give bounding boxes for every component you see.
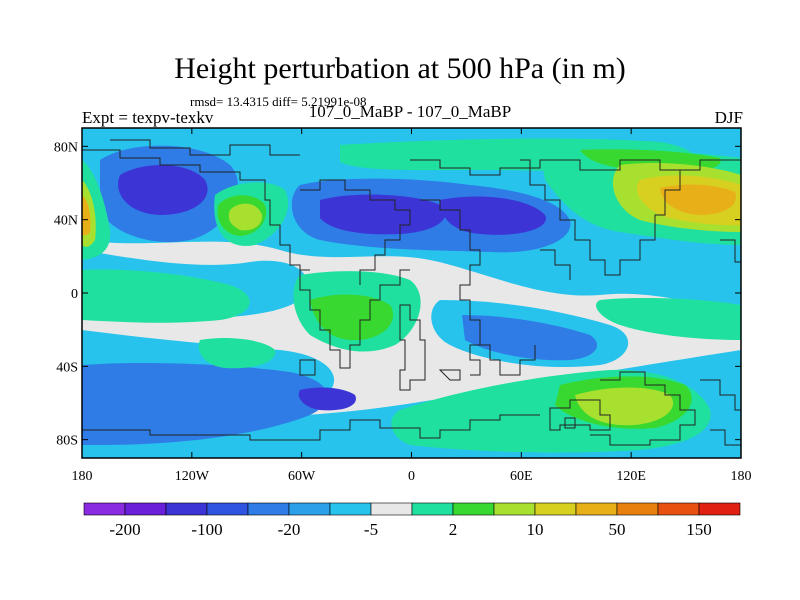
colorbar-swatch xyxy=(206,502,249,516)
latitude-axis: 80N 40N 0 40S 80S xyxy=(54,140,741,449)
lat-tick-label: 40S xyxy=(56,360,78,375)
colorbar-swatch xyxy=(411,502,454,516)
lat-tick-label: 0 xyxy=(71,287,78,302)
land-outlines xyxy=(82,139,741,446)
colorbar-swatch xyxy=(247,502,290,516)
lat-tick-label: 40N xyxy=(54,214,78,229)
lon-tick-label: 120E xyxy=(616,469,646,484)
colorbar-label: 2 xyxy=(449,520,458,539)
colorbar-swatch xyxy=(616,502,659,516)
colorbar-swatch xyxy=(288,502,331,516)
colorbar-label: -5 xyxy=(364,520,378,539)
lon-tick-label: 180 xyxy=(731,469,752,484)
colorbar-swatch xyxy=(698,502,741,516)
lon-tick-label: 60E xyxy=(510,469,533,484)
lat-tick-label: 80S xyxy=(56,434,78,449)
colorbar-swatch xyxy=(493,502,536,516)
colorbar-swatch xyxy=(657,502,700,516)
season-label: DJF xyxy=(714,108,743,127)
colorbar-swatch xyxy=(452,502,495,516)
experiment-label: Expt = texpv-texkv xyxy=(82,108,214,127)
lat-tick-label: 80N xyxy=(54,140,78,155)
colorbar-swatch xyxy=(534,502,577,516)
colorbar-swatch xyxy=(124,502,167,516)
colorbar-label: -100 xyxy=(191,520,222,539)
contour-field xyxy=(82,128,741,458)
colorbar-swatch xyxy=(370,502,413,516)
colorbar-label: -200 xyxy=(109,520,140,539)
colorbar-swatch xyxy=(329,502,372,516)
period-label: 107_0_MaBP - 107_0_MaBP xyxy=(308,102,512,121)
lon-tick-label: 120W xyxy=(175,469,210,484)
colorbar-swatch xyxy=(575,502,618,516)
colorbar-label: 50 xyxy=(609,520,626,539)
longitude-axis: 180 120W 60W 0 60E 120E 180 xyxy=(72,128,752,484)
colorbar-swatch xyxy=(165,502,208,516)
colorbar-swatch xyxy=(83,502,126,516)
colorbar: -200 -100 -20 -5 2 10 50 150 xyxy=(83,502,741,539)
lon-tick-label: 60W xyxy=(288,469,316,484)
stats-text: rmsd= 13.4315 diff= 5.21991e-08 xyxy=(190,94,367,109)
colorbar-label: 10 xyxy=(527,520,544,539)
lon-tick-label: 0 xyxy=(408,469,415,484)
lon-tick-label: 180 xyxy=(72,469,93,484)
map-title: Height perturbation at 500 hPa (in m) xyxy=(174,52,626,85)
colorbar-label: 150 xyxy=(686,520,712,539)
colorbar-label: -20 xyxy=(278,520,301,539)
